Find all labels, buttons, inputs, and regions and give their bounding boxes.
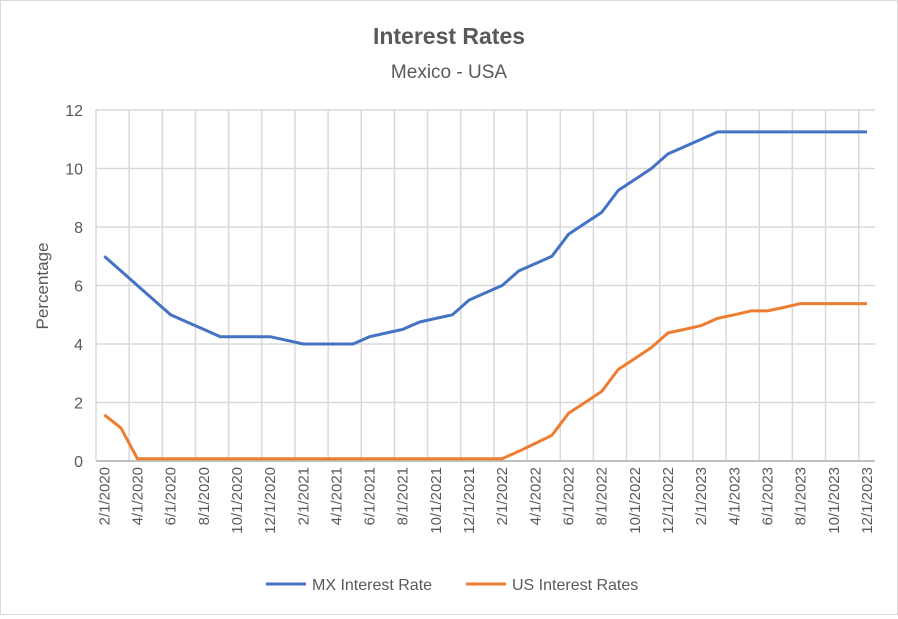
x-tick-label: 4/1/2021 bbox=[328, 467, 345, 525]
chart-subtitle: Mexico - USA bbox=[391, 62, 507, 83]
x-tick-label: 12/1/2023 bbox=[859, 467, 876, 534]
x-tick-label: 10/1/2020 bbox=[229, 467, 246, 534]
x-tick-label: 10/1/2023 bbox=[826, 467, 843, 534]
x-tick-label: 12/1/2022 bbox=[660, 467, 677, 534]
x-tick-label: 10/1/2021 bbox=[428, 467, 445, 534]
y-tick-label: 6 bbox=[74, 279, 83, 296]
x-tick-label: 10/1/2022 bbox=[627, 467, 644, 534]
x-tick-label: 8/1/2022 bbox=[594, 467, 611, 525]
legend-label: US Interest Rates bbox=[512, 577, 638, 594]
series-lines bbox=[103, 130, 867, 461]
y-tick-label: 0 bbox=[74, 454, 83, 471]
x-tick-label: 2/1/2020 bbox=[96, 467, 113, 525]
y-tick-label: 10 bbox=[65, 162, 83, 179]
legend-label: MX Interest Rate bbox=[312, 577, 432, 594]
y-tick-label: 8 bbox=[74, 220, 83, 237]
chart-title: Interest Rates bbox=[373, 23, 525, 49]
x-tick-label: 6/1/2023 bbox=[759, 467, 776, 525]
x-tick-label: 8/1/2020 bbox=[196, 467, 213, 525]
y-tick-label: 4 bbox=[74, 337, 83, 354]
series-line-us bbox=[103, 302, 867, 461]
series-line-mx bbox=[103, 130, 867, 346]
x-tick-label: 8/1/2023 bbox=[793, 467, 810, 525]
x-tick-label: 6/1/2020 bbox=[163, 467, 180, 525]
gridlines bbox=[96, 109, 875, 461]
x-tick-label: 6/1/2022 bbox=[561, 467, 578, 525]
x-tick-label: 2/1/2021 bbox=[295, 467, 312, 525]
x-tick-label: 6/1/2021 bbox=[362, 467, 379, 525]
x-tick-label: 2/1/2022 bbox=[494, 467, 511, 525]
x-tick-label: 4/1/2022 bbox=[527, 467, 544, 525]
x-tick-label: 12/1/2021 bbox=[461, 467, 478, 534]
x-tick-label: 2/1/2023 bbox=[693, 467, 710, 525]
x-tick-label: 4/1/2023 bbox=[726, 467, 743, 525]
x-tick-label: 12/1/2020 bbox=[262, 467, 279, 534]
y-axis-label: Percentage bbox=[33, 243, 52, 330]
x-tick-label: 4/1/2020 bbox=[129, 467, 146, 525]
axes: 0 2 4 6 8 10 12 2/1/2020 4/1/2020 6/1/2020 8/1/202… bbox=[65, 103, 876, 534]
y-tick-label: 2 bbox=[74, 396, 83, 413]
y-tick-label: 12 bbox=[65, 103, 83, 120]
x-tick-label: 8/1/2021 bbox=[395, 467, 412, 525]
legend: MX Interest Rate US Interest Rates bbox=[266, 577, 638, 594]
